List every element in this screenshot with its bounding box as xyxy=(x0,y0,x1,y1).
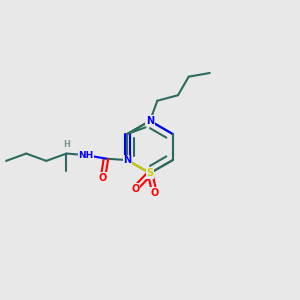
Text: S: S xyxy=(146,168,154,178)
Text: NH: NH xyxy=(78,151,93,160)
Text: O: O xyxy=(99,173,107,183)
Text: H: H xyxy=(63,140,70,148)
Text: N: N xyxy=(123,155,131,165)
Text: N: N xyxy=(146,116,154,126)
Text: O: O xyxy=(131,184,139,194)
Text: O: O xyxy=(150,188,159,197)
